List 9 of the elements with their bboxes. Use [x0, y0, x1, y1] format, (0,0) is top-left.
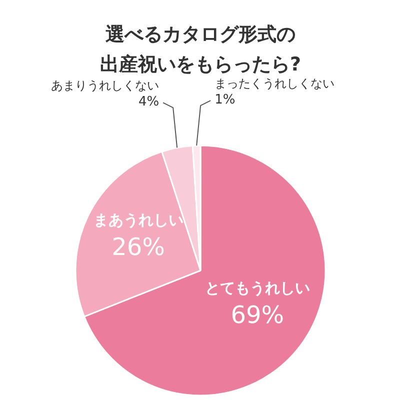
chart-title: 選べるカタログ形式の出産祝いをもらったら?: [100, 24, 302, 76]
data-label: 69%: [230, 301, 284, 330]
slice-label: とてもうれしい: [204, 279, 310, 298]
data-label: 4%: [138, 94, 160, 110]
slice-label: あまりうれしくない: [51, 78, 160, 93]
data-label: 1%: [214, 92, 236, 108]
slice-label: まあうれしい: [93, 211, 184, 230]
data-label: 26%: [112, 233, 165, 262]
slice-label: まったくうれしくない: [214, 76, 335, 91]
